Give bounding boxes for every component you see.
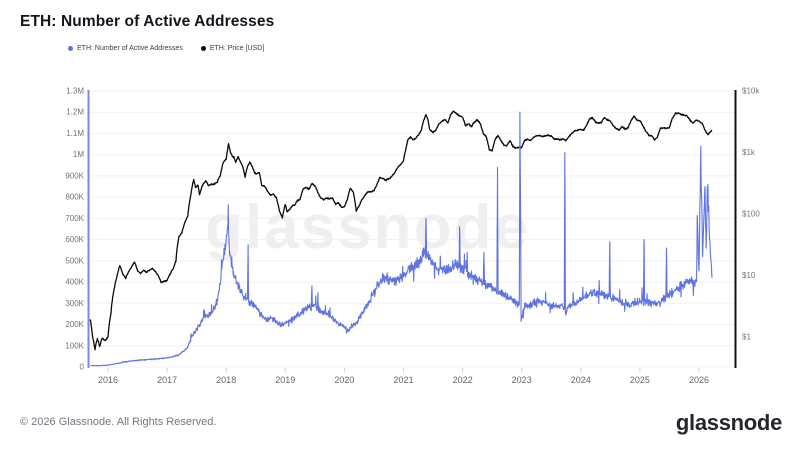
left-axis-tick-label: 200K xyxy=(65,320,84,329)
page-title: ETH: Number of Active Addresses xyxy=(20,13,275,30)
left-axis-tick-label: 300K xyxy=(65,299,84,308)
price-line-series xyxy=(89,110,713,351)
right-axis-tick-label: $10k xyxy=(742,87,760,96)
x-axis-tick-label: 2016 xyxy=(98,375,118,385)
left-axis-tick-label: 900K xyxy=(65,171,84,180)
legend-label-price: ETH: Price [USD] xyxy=(209,45,265,52)
x-axis-tick-label: 2024 xyxy=(571,375,591,385)
left-axis-tick-label: 700K xyxy=(65,214,84,223)
x-axis-tick-label: 2018 xyxy=(216,375,236,385)
x-axis-tick-label: 2025 xyxy=(630,375,650,385)
left-axis-tick-label: 600K xyxy=(65,235,84,244)
x-axis-tick-label: 2020 xyxy=(334,375,354,385)
x-axis-tick-label: 2022 xyxy=(453,375,473,385)
x-axis-tick-label: 2019 xyxy=(275,375,295,385)
left-axis-tick-label: 0 xyxy=(80,363,85,372)
left-axis-tick-label: 1.2M xyxy=(66,108,84,117)
legend-marker-active-addresses-icon xyxy=(68,46,73,51)
glassnode-logo: glassnode xyxy=(675,410,782,435)
legend-marker-price-icon xyxy=(200,46,206,51)
left-axis-tick-label: 500K xyxy=(65,256,84,265)
legend-label-active-addresses: ETH: Number of Active Addresses xyxy=(77,45,183,52)
left-axis-tick-label: 1M xyxy=(73,150,84,159)
right-axis-tick-label: $1k xyxy=(742,148,756,157)
left-axis-tick-label: 400K xyxy=(65,278,84,287)
right-axis-tick-label: $1 xyxy=(742,333,751,342)
legend: ETH: Number of Active Addresses ETH: Pri… xyxy=(68,45,264,52)
left-axis-tick-label: 1.3M xyxy=(66,87,84,96)
x-axis-tick-label: 2017 xyxy=(157,375,177,385)
right-axis-tick-label: $10 xyxy=(742,271,756,280)
x-axis-tick-label: 2023 xyxy=(512,375,532,385)
copyright-text: © 2026 Glassnode. All Rights Reserved. xyxy=(20,416,217,428)
left-axis-tick-label: 100K xyxy=(65,341,84,350)
left-axis-tick-label: 1.1M xyxy=(66,129,84,138)
active-addresses-line-series xyxy=(90,111,713,367)
legend-item-active-addresses[interactable]: ETH: Number of Active Addresses xyxy=(68,45,183,52)
right-axis-tick-label: $100 xyxy=(742,210,760,219)
x-axis-tick-label: 2026 xyxy=(689,375,709,385)
x-axis-tick-label: 2021 xyxy=(393,375,413,385)
legend-item-price[interactable]: ETH: Price [USD] xyxy=(200,45,265,52)
left-axis-tick-label: 800K xyxy=(65,193,84,202)
